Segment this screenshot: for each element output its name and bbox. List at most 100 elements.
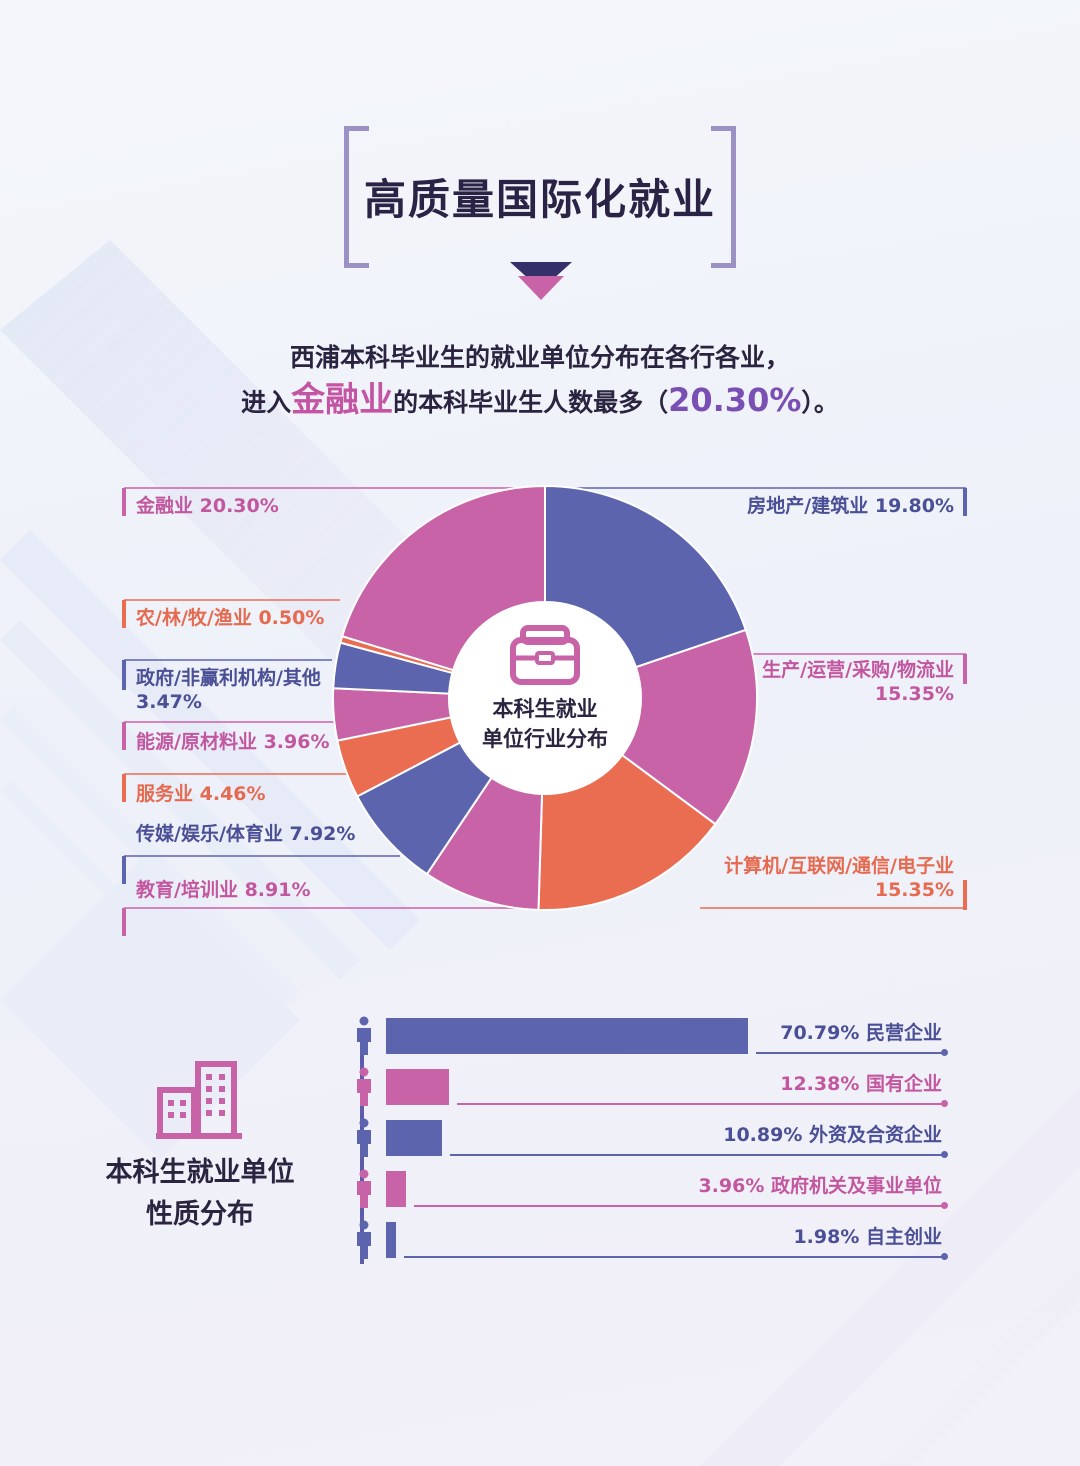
bar-row: 1.98% 自主创业 [352, 1220, 952, 1270]
bar-category: 政府机关及事业单位 [770, 1175, 942, 1197]
left-bracket [344, 126, 369, 268]
bar-underline [449, 1154, 944, 1156]
bar-underline [457, 1103, 944, 1105]
bar-label: 10.89% 外资及合资企业 [723, 1120, 942, 1147]
label-tick [122, 660, 126, 690]
office-building-icon [156, 1061, 242, 1139]
person-icon [357, 1118, 371, 1157]
bar [386, 1171, 407, 1207]
donut-label-value: 4.46% [199, 783, 266, 805]
bar-value: 70.79% [780, 1022, 866, 1044]
label-tick [122, 600, 126, 628]
bar [386, 1120, 442, 1156]
donut-label-value: 20.30% [199, 495, 279, 517]
bar-underline-dot [941, 1049, 948, 1056]
label-tick [963, 488, 967, 516]
donut-label-name: 房地产/建筑业 [747, 495, 869, 517]
bar-underline-dot [941, 1151, 948, 1158]
donut-label-name: 金融业 [136, 495, 194, 517]
bar-value: 10.89% [723, 1124, 809, 1146]
label-tick [122, 908, 126, 936]
bars-title-line-2: 性质分布 [146, 1199, 254, 1230]
bar-label: 1.98% 自主创业 [793, 1222, 942, 1249]
donut-label-name: 能源/原材料业 [136, 731, 257, 753]
donut-label-name: 计算机/互联网/通信/电子业 [724, 855, 954, 877]
donut-label-value: 0.50% [258, 607, 325, 629]
bar [386, 1222, 397, 1258]
bar [386, 1069, 450, 1105]
donut-label: 金融业 20.30% [136, 494, 279, 518]
donut-label-value: 7.92% [289, 823, 356, 845]
bar-underline-dot [941, 1202, 948, 1209]
label-tick [122, 856, 126, 884]
right-bracket [711, 126, 736, 268]
donut-label: 计算机/互联网/通信/电子业 15.35% [724, 854, 954, 902]
bar-label: 3.96% 政府机关及事业单位 [698, 1171, 942, 1198]
bars-title: 本科生就业单位 性质分布 [80, 1152, 320, 1236]
bar-underline [756, 1052, 944, 1054]
intro-line-1: 西浦本科毕业生的就业单位分布在各行各业， [289, 343, 790, 372]
bar-category: 民营企业 [865, 1022, 942, 1044]
title-frame: 高质量国际化就业 [344, 126, 736, 268]
donut-label-name: 服务业 [136, 783, 194, 805]
bar-category: 外资及合资企业 [808, 1124, 942, 1146]
bar-label: 70.79% 民营企业 [780, 1018, 942, 1045]
donut-center [449, 602, 641, 794]
page-title: 高质量国际化就业 [363, 175, 716, 224]
donut-label: 教育/培训业 8.91% [136, 878, 311, 902]
leader-lines [122, 487, 967, 936]
briefcase-icon [510, 625, 580, 685]
donut-label-name: 教育/培训业 [136, 879, 238, 901]
donut-slices [332, 484, 758, 911]
donut-label-name: 政府/非赢利机构/其他 [136, 667, 321, 689]
intro-highlight-value: 20.30% [668, 381, 802, 419]
donut-label-value: 3.47% [136, 691, 202, 713]
bar-value: 3.96% [698, 1175, 771, 1197]
donut-label-value: 15.35% [874, 879, 954, 901]
bar-category: 国有企业 [865, 1073, 942, 1095]
person-icon [357, 1016, 371, 1055]
label-tick [963, 654, 967, 684]
donut-center-label-2: 单位行业分布 [482, 727, 608, 751]
label-tick [122, 722, 126, 750]
bar-underline [414, 1205, 944, 1207]
label-tick [122, 488, 126, 516]
bar-category: 自主创业 [865, 1226, 942, 1248]
bar-value: 12.38% [780, 1073, 866, 1095]
donut-label: 传媒/娱乐/体育业 7.92% [136, 822, 355, 846]
person-icon [357, 1169, 371, 1208]
chevron-down-icon [510, 262, 572, 300]
donut-label-value: 15.35% [874, 683, 954, 705]
donut-label: 农/林/牧/渔业 0.50% [136, 606, 324, 630]
intro-line-2: 进入金融业的本科毕业生人数最多（20.30%）。 [0, 372, 1080, 421]
donut-label: 政府/非赢利机构/其他 3.47% [136, 666, 321, 714]
donut-label: 生产/运营/采购/物流业 15.35% [762, 658, 954, 706]
person-icon [357, 1220, 371, 1259]
bar-label: 12.38% 国有企业 [780, 1069, 942, 1096]
bar [386, 1018, 749, 1054]
label-tick [122, 774, 126, 802]
donut-label-value: 19.80% [874, 495, 954, 517]
bar-underline [404, 1256, 944, 1258]
bar-underline-dot [941, 1253, 948, 1260]
donut-label-name: 农/林/牧/渔业 [136, 607, 252, 629]
bar-row: 10.89% 外资及合资企业 [352, 1118, 952, 1168]
donut-label-name: 生产/运营/采购/物流业 [762, 659, 954, 681]
intro-pre: 进入 [241, 388, 292, 417]
bars-title-line-1: 本科生就业单位 [105, 1157, 295, 1188]
donut-label: 能源/原材料业 3.96% [136, 730, 330, 754]
donut-label-value: 8.91% [244, 879, 311, 901]
bar-underline-dot [941, 1100, 948, 1107]
intro-post: ）。 [801, 388, 839, 417]
bar-row: 3.96% 政府机关及事业单位 [352, 1169, 952, 1219]
donut-label-name: 传媒/娱乐/体育业 [136, 823, 283, 845]
donut-label-value: 3.96% [263, 731, 330, 753]
donut-label: 服务业 4.46% [136, 782, 266, 806]
donut-center-label-1: 本科生就业 [493, 697, 598, 721]
bar-row: 12.38% 国有企业 [352, 1067, 952, 1117]
intro-highlight-industry: 金融业 [291, 380, 394, 420]
bar-row: 70.79% 民营企业 [352, 1016, 952, 1066]
intro-mid: 的本科毕业生人数最多（ [393, 388, 669, 417]
person-icon [357, 1067, 371, 1106]
